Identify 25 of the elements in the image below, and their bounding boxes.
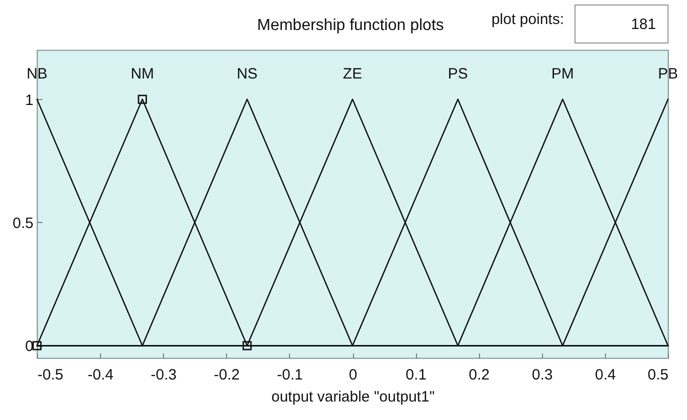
x-tick-label: -0.3 <box>150 366 177 384</box>
series-label: PB <box>658 65 678 82</box>
x-tick-label: -0.5 <box>38 366 64 384</box>
series-label: NS <box>236 65 258 82</box>
x-tick-label: 0.2 <box>468 366 490 384</box>
series-label: NM <box>130 65 154 82</box>
series-label: PS <box>448 65 468 82</box>
x-tick-label: 0.4 <box>594 366 616 384</box>
x-tick-label: 0.1 <box>406 366 427 384</box>
y-tick-label: 1 <box>25 92 34 109</box>
y-tick-label: 0.5 <box>12 214 34 232</box>
series-label: NB <box>26 65 48 82</box>
x-axis-title: output variable "output1" <box>271 388 435 406</box>
x-tick-label: -0.1 <box>276 366 303 384</box>
y-tick-label: 0 <box>25 338 34 356</box>
x-tick-label: -0.2 <box>214 366 240 384</box>
text: 181 <box>630 16 656 33</box>
text: plot points: <box>491 11 564 28</box>
x-tick-label: 0.3 <box>532 366 553 384</box>
chart-title: Membership function plots <box>257 17 444 34</box>
series-label: PM <box>551 65 574 82</box>
series-label: ZE <box>342 65 362 82</box>
x-tick-label: -0.4 <box>88 366 114 384</box>
x-tick-label: 0 <box>348 366 358 384</box>
x-tick-label: 0.5 <box>648 366 668 384</box>
